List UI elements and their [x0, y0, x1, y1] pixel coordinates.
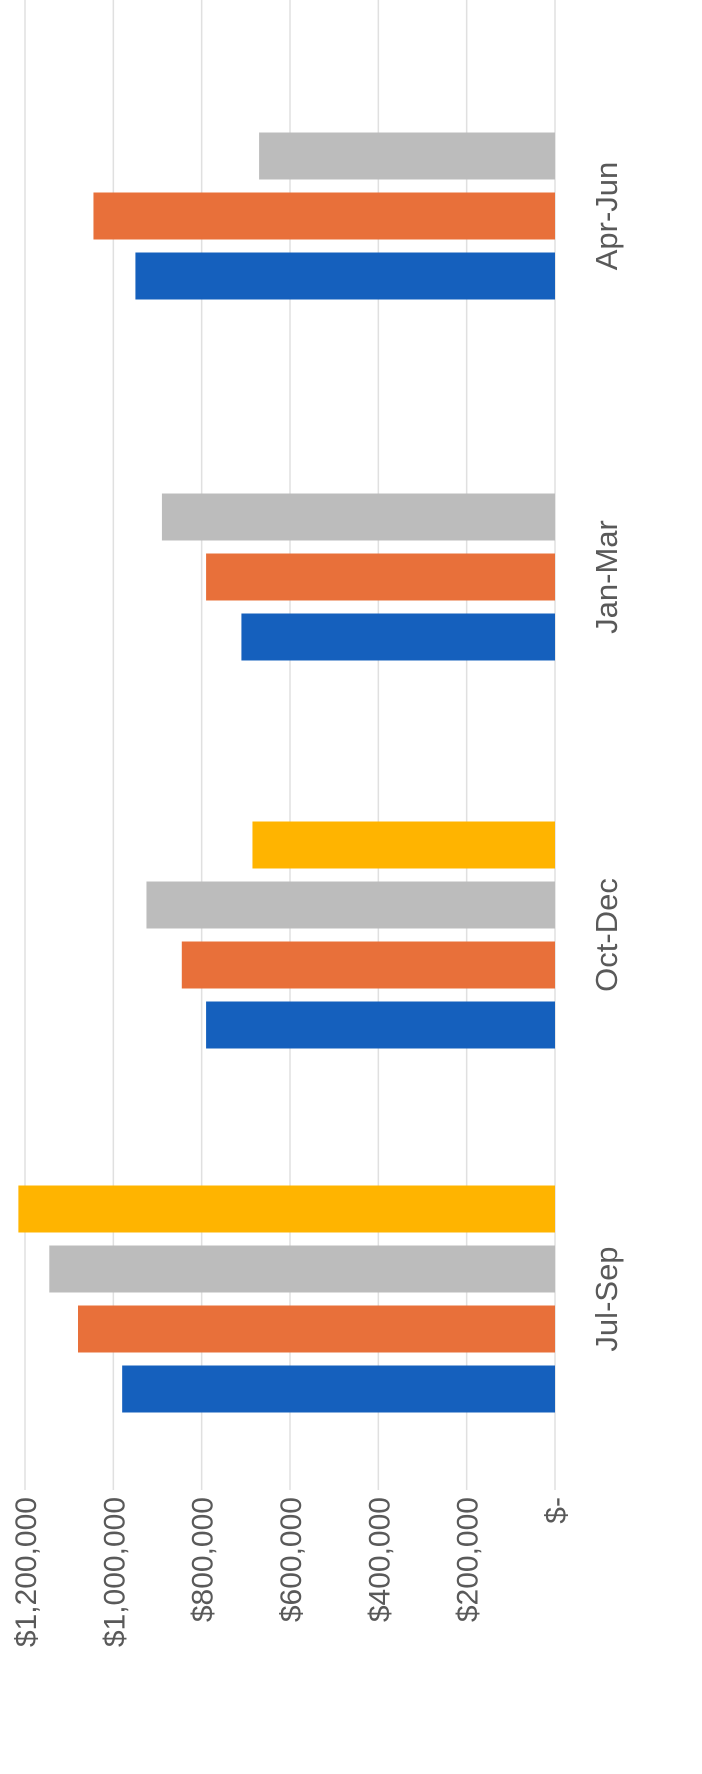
bar — [181, 941, 555, 989]
category-label: Jan-Mar — [589, 520, 624, 634]
bar — [252, 821, 556, 869]
gridlines — [24, 0, 556, 1490]
y-tick-label: $1,000,000 — [98, 1497, 131, 1647]
bar — [122, 1365, 556, 1413]
category-label: Apr-Jun — [589, 162, 624, 271]
category-label: Oct-Dec — [589, 878, 624, 992]
bar — [18, 1185, 555, 1233]
y-tick-label: $1,200,000 — [10, 1497, 43, 1647]
bar — [135, 252, 555, 300]
bar — [78, 1305, 555, 1353]
bar — [241, 613, 555, 661]
category-label: Jul-Sep — [589, 1246, 624, 1351]
bar — [161, 493, 555, 541]
bar — [206, 1001, 556, 1049]
bar — [93, 192, 555, 240]
y-tick-label: $400,000 — [363, 1497, 396, 1622]
y-tick-label: $- — [540, 1497, 573, 1524]
axis-labels: $- $200,000 $400,000 $600,000 $800,000 $1,000… — [10, 162, 624, 1647]
bar — [146, 881, 556, 929]
bar — [259, 132, 555, 180]
bars — [18, 132, 556, 1413]
bar — [206, 553, 556, 601]
y-tick-label: $800,000 — [187, 1497, 220, 1622]
y-tick-label: $200,000 — [452, 1497, 485, 1622]
bar — [49, 1245, 556, 1293]
y-tick-label: $600,000 — [275, 1497, 308, 1622]
